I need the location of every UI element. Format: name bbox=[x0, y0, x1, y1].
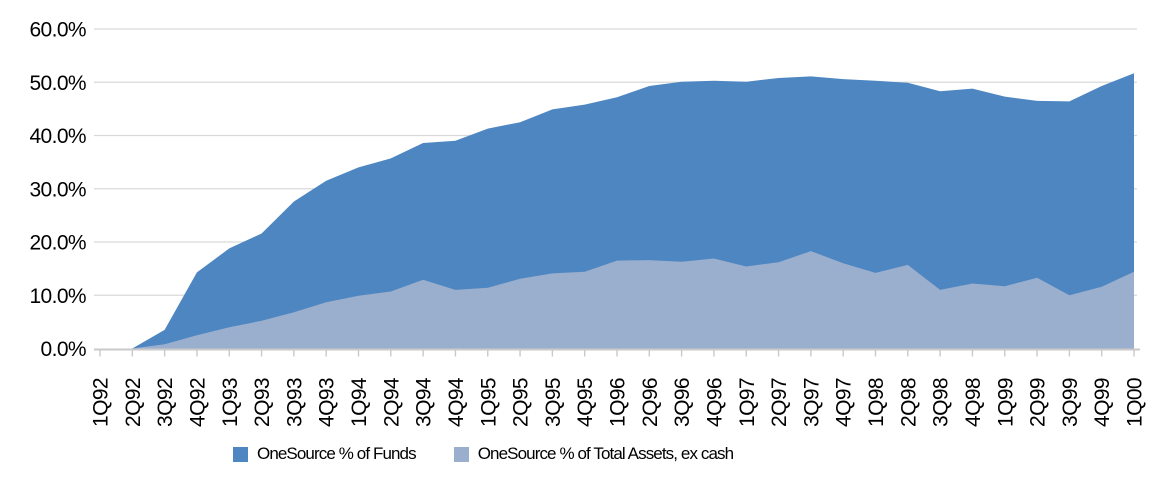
x-axis-tick-label: 1Q97 bbox=[736, 378, 759, 427]
chart-legend: OneSource % of Funds OneSource % of Tota… bbox=[233, 444, 734, 464]
x-axis-tick-label: 2Q98 bbox=[897, 378, 920, 427]
x-axis-tick-label: 1Q94 bbox=[348, 377, 371, 427]
y-axis-tick-label: 0.0% bbox=[41, 338, 86, 361]
area-series-1 bbox=[100, 251, 1134, 349]
x-axis-tick-label: 2Q93 bbox=[251, 378, 274, 427]
x-axis-tick-label: 3Q99 bbox=[1059, 378, 1082, 427]
legend-swatch-assets bbox=[453, 446, 469, 462]
x-axis-tick-label: 3Q98 bbox=[930, 378, 953, 427]
x-axis-tick-label: 2Q95 bbox=[510, 378, 533, 427]
x-axis-tick-label: 1Q95 bbox=[477, 378, 500, 427]
y-axis-tick-label: 40.0% bbox=[29, 125, 86, 148]
area-chart: 0.0% 10.0% 20.0% 30.0% 40.0% 50.0% 60.0% 1Q92 2Q… bbox=[29, 19, 1147, 428]
x-axis-tick-label: 4Q99 bbox=[1091, 378, 1114, 427]
x-axis-tick-label: 1Q99 bbox=[994, 378, 1017, 427]
x-axis-tick-label: 1Q00 bbox=[1124, 378, 1147, 427]
x-axis-tick-label: 1Q98 bbox=[865, 378, 888, 427]
x-axis-tick-label: 2Q99 bbox=[1027, 378, 1050, 427]
x-axis-tick-label: 4Q92 bbox=[186, 378, 209, 427]
x-axis-tick-label: 4Q97 bbox=[833, 378, 856, 427]
x-axis-tick-label: 3Q94 bbox=[413, 377, 436, 427]
x-axis-tick-label: 2Q97 bbox=[768, 378, 791, 427]
x-axis-tick-label: 4Q96 bbox=[703, 378, 726, 427]
y-axis-tick-label: 30.0% bbox=[29, 178, 86, 201]
x-axis-tick-label: 3Q96 bbox=[671, 378, 694, 427]
x-axis-tick-label: 1Q96 bbox=[607, 378, 630, 427]
y-axis-tick-label: 20.0% bbox=[29, 232, 86, 255]
y-axis-tick-label: 60.0% bbox=[29, 19, 86, 42]
legend-label-assets: OneSource % of Total Assets, ex cash bbox=[477, 444, 734, 463]
x-axis-tick-label: 2Q96 bbox=[639, 378, 662, 427]
x-axis-tick-label: 2Q94 bbox=[380, 377, 403, 427]
x-axis-tick-label: 4Q98 bbox=[962, 378, 985, 427]
y-axis-tick-label: 10.0% bbox=[29, 285, 86, 308]
x-axis-tick-label: 4Q93 bbox=[316, 378, 339, 427]
y-axis-tick-label: 50.0% bbox=[29, 72, 86, 95]
x-axis-tick-label: 1Q92 bbox=[90, 378, 113, 427]
legend-label-funds: OneSource % of Funds bbox=[257, 444, 417, 463]
x-axis-tick-label: 3Q95 bbox=[542, 378, 565, 427]
x-axis-tick-label: 3Q97 bbox=[800, 378, 823, 427]
x-axis-tick-label: 2Q92 bbox=[122, 378, 145, 427]
x-axis-tick-label: 3Q92 bbox=[154, 378, 177, 427]
legend-item-funds[interactable]: OneSource % of Funds bbox=[233, 444, 417, 464]
legend-item-assets[interactable]: OneSource % of Total Assets, ex cash bbox=[453, 444, 734, 464]
x-axis-tick-label: 4Q94 bbox=[445, 377, 468, 427]
x-axis-tick-label: 4Q95 bbox=[574, 378, 597, 427]
x-axis-tick-label: 3Q93 bbox=[283, 378, 306, 427]
legend-swatch-funds bbox=[233, 446, 248, 462]
x-axis-tick-label: 1Q93 bbox=[219, 378, 242, 427]
